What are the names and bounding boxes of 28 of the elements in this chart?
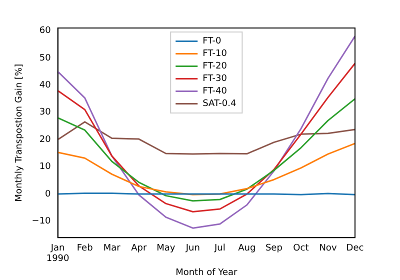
x-tick-label: Aug (238, 243, 256, 254)
y-tick-label: 60 (39, 26, 52, 36)
y-tick-label: 50 (39, 53, 52, 64)
x-axis-title: Month of Year (176, 268, 238, 278)
x-tick-label: Apr (131, 243, 147, 254)
x-tick-label: Jan 1990 (46, 243, 70, 264)
x-tick-label: Dec (346, 243, 364, 254)
x-tick-label: Sep (265, 243, 283, 254)
y-tick-label: 30 (39, 108, 52, 118)
legend-label: FT-30 (202, 74, 228, 84)
x-tick-label: Nov (319, 243, 338, 254)
x-tick-label: May (156, 243, 176, 254)
y-tick-label: 0 (45, 189, 52, 200)
x-tick-label: Mar (103, 243, 121, 254)
y-tick-label: 40 (39, 80, 52, 91)
legend-label: FT-40 (202, 86, 228, 97)
legend-label: FT-20 (202, 62, 228, 72)
legend-label: FT-10 (202, 49, 228, 60)
legend-label: FT-0 (202, 36, 222, 47)
x-tick-label: Oct (293, 243, 310, 254)
x-tick-label: Feb (76, 243, 94, 254)
x-tick-label: Jul (213, 243, 226, 254)
x-tick-label: Jun (184, 243, 200, 254)
legend-label: SAT-0.4 (202, 99, 236, 110)
y-tick-label: 10 (39, 162, 52, 172)
y-tick-label: 20 (39, 134, 52, 145)
y-tick-label: −10 (32, 216, 52, 227)
y-axis-title: Monthly Transpostion Gain [%] (14, 64, 25, 202)
